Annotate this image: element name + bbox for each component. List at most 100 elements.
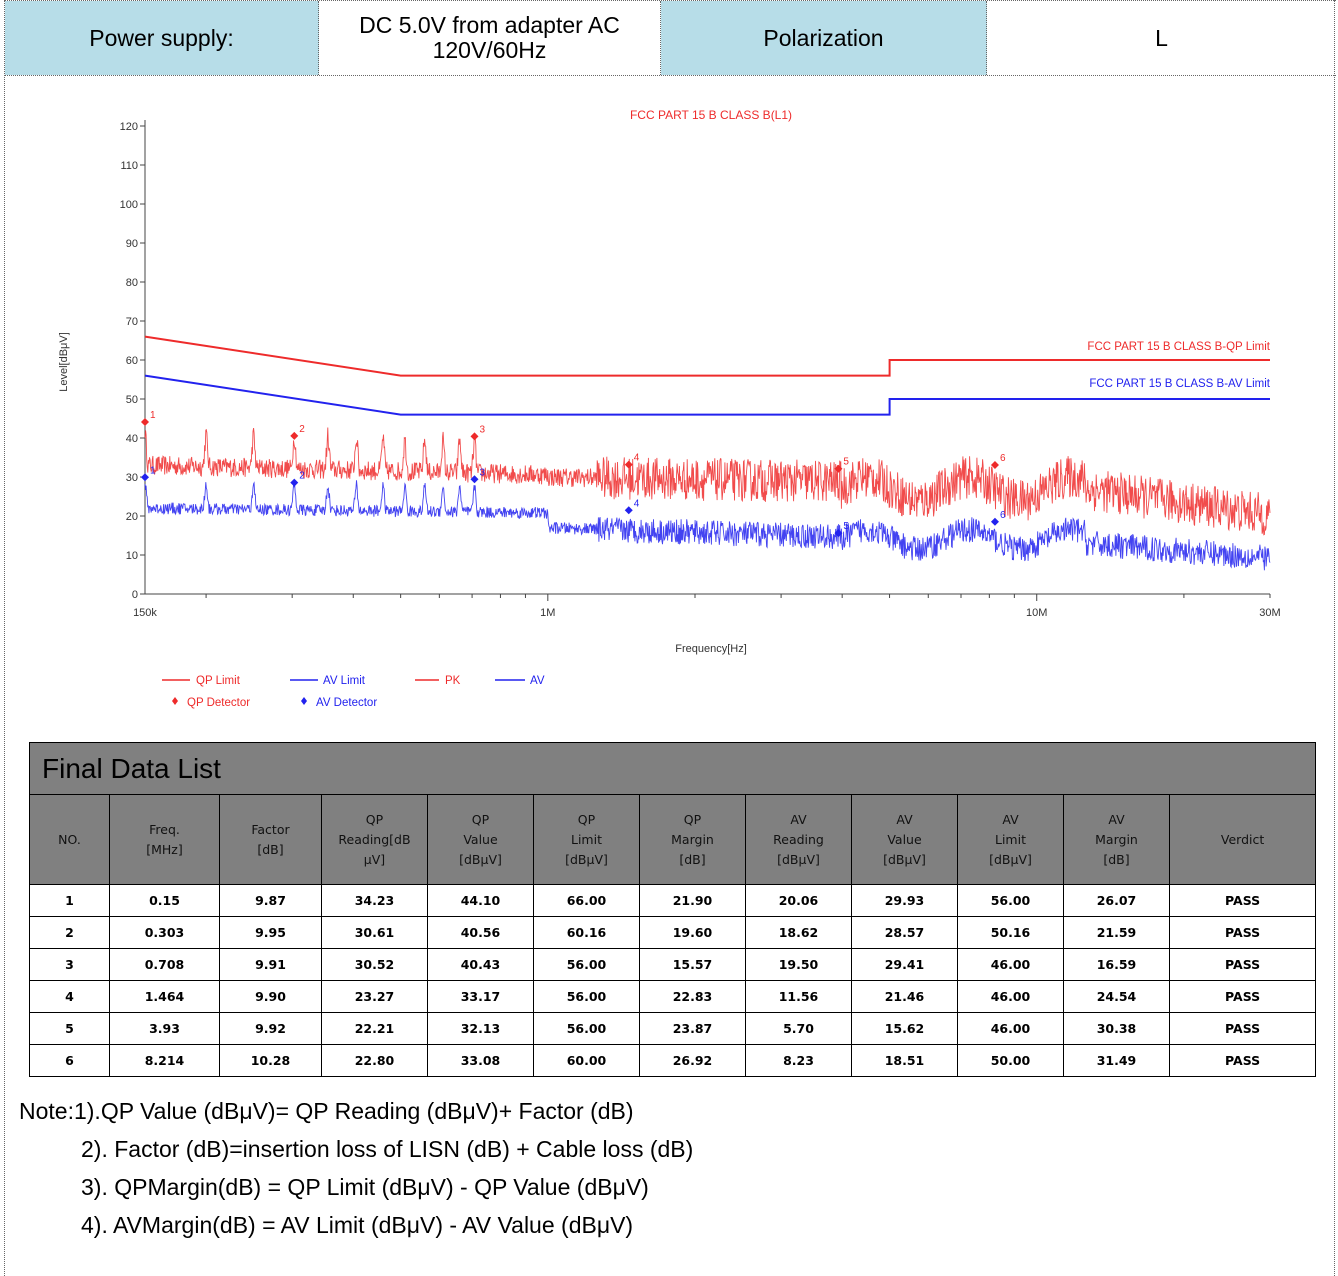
- table-cell: 18.51: [851, 1044, 958, 1077]
- column-header-line: Value: [887, 831, 922, 847]
- chart-traces: [144, 427, 1271, 571]
- table-cell: 5.70: [745, 1012, 852, 1045]
- table-cell: 44.10: [427, 884, 534, 917]
- qp-detector-marker-label: 3: [479, 424, 485, 435]
- note-line: Note:1).QP Value (dBμV)= QP Reading (dBμ…: [19, 1098, 634, 1124]
- table-cell: 3: [29, 948, 110, 981]
- column-header-line: Verdict: [1220, 831, 1265, 847]
- qp-detector-marker: [834, 464, 843, 473]
- test-condition-header: Power supply: DC 5.0V from adapter AC 12…: [5, 0, 1336, 76]
- x-axis-label: Frequency[Hz]: [675, 643, 747, 655]
- x-tick-label: 10M: [1026, 607, 1047, 619]
- table-cell: 9.91: [219, 948, 322, 981]
- column-header-line: μV]: [363, 851, 386, 867]
- table-cell: 15.57: [639, 948, 746, 981]
- table-cell: 32.13: [427, 1012, 534, 1045]
- column-header-line: [dBμV]: [883, 851, 926, 867]
- table-cell: 60.16: [533, 916, 640, 949]
- table-row: 4 1.464 9.90 23.27 33.17 56.00 22.83 11.56 21.46…: [29, 980, 1317, 1013]
- av-detector-marker: [834, 529, 843, 538]
- av-detector-marker-label: 3: [479, 467, 485, 478]
- column-header-line: [dBμV]: [777, 851, 820, 867]
- column-header: Verdict: [1168, 794, 1317, 885]
- table-cell: 56.00: [533, 1012, 640, 1045]
- av-limit-line: [144, 374, 1270, 416]
- table-cell: 23.87: [639, 1012, 746, 1045]
- legend-qp-limit: QP Limit: [196, 675, 241, 687]
- column-header-line: [dBμV]: [565, 851, 608, 867]
- table-cell: 33.08: [427, 1044, 534, 1077]
- y-tick-label: 90: [126, 238, 138, 250]
- table-cell: 1: [29, 884, 110, 917]
- table-title: Final Data List: [28, 742, 1317, 795]
- y-tick-label: 0: [132, 589, 138, 601]
- table-cell: 40.56: [427, 916, 534, 949]
- av-detector-marker-label: 2: [299, 471, 305, 482]
- y-tick-label: 40: [126, 433, 138, 445]
- y-tick-label: 70: [126, 316, 138, 328]
- table-cell: 26.07: [1063, 884, 1170, 917]
- column-header-line: [dBμV]: [989, 851, 1032, 867]
- table-cell: 9.95: [219, 916, 322, 949]
- column-header-line: QP: [471, 811, 490, 827]
- av-detector-marker: [624, 506, 633, 515]
- av-trace: [144, 480, 1271, 571]
- x-tick-label: 30M: [1259, 607, 1280, 619]
- av-detector-marker: [141, 473, 149, 482]
- table-cell: 46.00: [957, 980, 1064, 1013]
- table-cell: 2: [29, 916, 110, 949]
- column-header-line: [MHz]: [146, 841, 183, 857]
- table-cell: 50.16: [957, 916, 1064, 949]
- qp-detector-marker: [470, 432, 479, 441]
- table-cell: 46.00: [957, 1012, 1064, 1045]
- table-cell: 0.303: [109, 916, 220, 949]
- table-cell: 29.93: [851, 884, 958, 917]
- column-header-line: QP: [577, 811, 596, 827]
- av-detector-marker-label: 4: [634, 498, 640, 509]
- table-cell: 3.93: [109, 1012, 220, 1045]
- y-tick-label: 50: [126, 394, 138, 406]
- table-header-row: NO. Freq. [MHz] Factor [dB] QP Reading[dB μV] QP…: [29, 794, 1317, 885]
- table-cell: 29.41: [851, 948, 958, 981]
- table-cell: 11.56: [745, 980, 852, 1013]
- av-detector-marker: [470, 475, 479, 484]
- table-cell: 16.59: [1063, 948, 1170, 981]
- column-header-line: Margin: [1095, 831, 1138, 847]
- y-tick-label: 60: [126, 355, 138, 367]
- column-header-line: AV: [896, 811, 913, 827]
- column-header: QP Margin [dB]: [639, 794, 746, 885]
- report-page: Power supply: DC 5.0V from adapter AC 12…: [4, 0, 1336, 1276]
- column-header-line: AV: [790, 811, 807, 827]
- table-cell: 40.43: [427, 948, 534, 981]
- y-tick-label: 30: [126, 472, 138, 484]
- power-supply-label: Power supply:: [5, 1, 319, 75]
- column-header-line: Reading: [773, 831, 824, 847]
- table-cell: PASS: [1168, 916, 1317, 949]
- av-detector-marker: [990, 517, 999, 526]
- column-header: Freq. [MHz]: [109, 794, 220, 885]
- av-detector-marker-label: 5: [843, 521, 849, 532]
- column-header: AV Margin [dB]: [1063, 794, 1170, 885]
- table-row: 3 0.708 9.91 30.52 40.43 56.00 15.57 19.50 29.41…: [29, 948, 1317, 981]
- column-header-line: Reading[dB: [338, 831, 411, 847]
- emission-chart: FCC PART 15 B CLASS B(L1) 0 10 20 30 40 50 60 7…: [58, 108, 1281, 709]
- av-detector-marker: [290, 478, 299, 487]
- av-limit-label: FCC PART 15 B CLASS B-AV Limit: [1089, 378, 1270, 390]
- table-row: 6 8.214 10.28 22.80 33.08 60.00 26.92 8.23 18.51…: [29, 1044, 1317, 1077]
- chart-markers: 1 2 3 4 5 6 1 2 3 4 5 6: [141, 410, 1006, 538]
- column-header-line: Freq.: [149, 821, 180, 837]
- y-axis-label: Level[dBμV]: [58, 332, 70, 392]
- table-cell: PASS: [1168, 948, 1317, 981]
- column-header: QP Reading[dB μV]: [321, 794, 428, 885]
- x-tick-label: 150k: [133, 607, 157, 619]
- column-header-line: [dB]: [1103, 851, 1130, 867]
- qp-limit-line: [144, 335, 1270, 377]
- table-cell: PASS: [1168, 980, 1317, 1013]
- column-header-line: QP: [683, 811, 702, 827]
- y-tick-label: 10: [126, 550, 138, 562]
- column-header-line: NO.: [58, 831, 81, 847]
- note-line: 4). AVMargin(dB) = AV Limit (dBμV) - AV …: [81, 1212, 634, 1238]
- table-cell: 0.15: [109, 884, 220, 917]
- table-cell: 56.00: [533, 948, 640, 981]
- qp-detector-marker-label: 2: [299, 424, 305, 435]
